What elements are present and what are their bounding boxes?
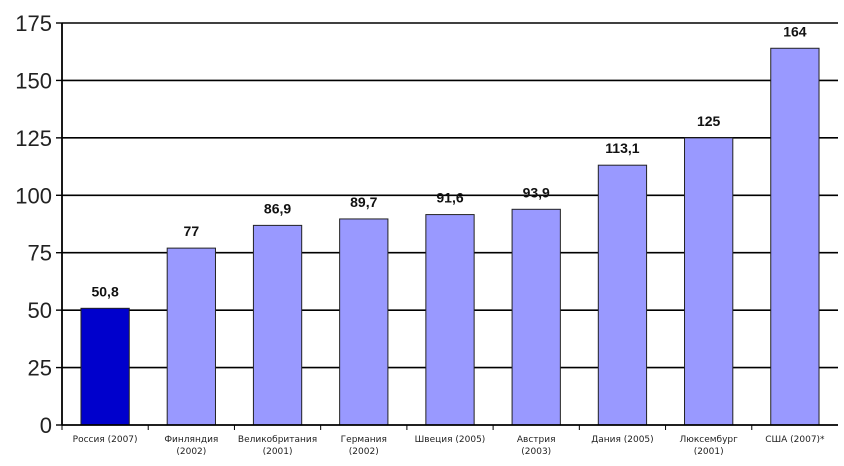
y-tick-label: 150 — [15, 68, 52, 93]
bars — [80, 47, 820, 426]
axes — [61, 23, 838, 430]
x-tick-label: США (2007)* — [765, 435, 825, 445]
data-label: 91,6 — [436, 190, 463, 206]
data-label: 89,7 — [350, 194, 377, 210]
x-tick-label: Швеция (2005) — [415, 435, 486, 445]
x-tick-label: Германия (2002) — [341, 435, 387, 457]
bar — [80, 307, 130, 426]
x-tick-label: Дания (2005) — [591, 435, 653, 445]
y-tick-label: 100 — [15, 183, 52, 208]
x-tick-label: Россия (2007) — [73, 435, 138, 445]
bar — [597, 164, 648, 426]
x-tick-label: Великобритания (2001) — [238, 435, 317, 457]
bar — [425, 214, 475, 426]
y-tick-label: 25 — [28, 356, 52, 381]
bar — [252, 224, 303, 426]
x-tick-label: Люксембург (2001) — [679, 435, 738, 457]
x-tick-label: Финляндия (2002) — [164, 435, 218, 457]
bar — [339, 218, 389, 426]
data-label: 113,1 — [605, 140, 639, 156]
y-tick-label: 125 — [15, 126, 52, 151]
y-tick-label: 175 — [15, 11, 52, 36]
bar — [770, 47, 820, 426]
y-axis-ticks: 0 25 50 75 100 125 150 175 — [15, 11, 62, 438]
bar — [511, 208, 561, 426]
data-label: 86,9 — [264, 200, 291, 216]
data-label: 164 — [783, 23, 807, 39]
data-label: 93,9 — [523, 184, 550, 200]
x-axis-ticks: Россия (2007) Финляндия (2002) Великобритан… — [73, 435, 825, 457]
y-tick-label: 0 — [40, 413, 52, 438]
x-tick-label: Австрия (2003) — [517, 435, 556, 457]
bar — [684, 137, 734, 426]
data-label: 125 — [697, 113, 721, 129]
data-label: 50,8 — [91, 283, 118, 299]
bar — [166, 247, 216, 426]
data-labels: 50,8 77 86,9 89,7 91,6 93,9 113,1 125 164 — [91, 23, 806, 299]
y-tick-label: 50 — [28, 298, 52, 323]
data-label: 77 — [184, 223, 200, 239]
y-tick-label: 75 — [28, 241, 52, 266]
